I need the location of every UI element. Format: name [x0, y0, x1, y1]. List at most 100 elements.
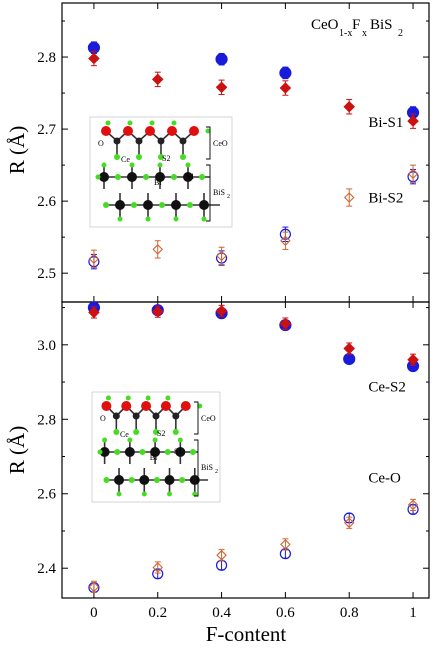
series-bi-s1-circle-filled — [87, 41, 420, 119]
x-tick-label: 0.8 — [340, 605, 359, 621]
sulfur-atom — [133, 429, 140, 435]
data-point — [88, 253, 100, 265]
sulfur-atom — [136, 154, 142, 160]
data-point — [216, 250, 227, 262]
sulfur-atom — [127, 437, 133, 443]
cerium-label: Ce — [120, 430, 129, 439]
y-tick-label: 2.4 — [37, 561, 56, 577]
bis2-bracket — [206, 164, 211, 222]
bismuth-atom — [183, 172, 193, 182]
bis2-bracket — [194, 439, 199, 497]
bismuth-atom — [150, 447, 161, 457]
bismuth-atom — [175, 447, 186, 457]
data-point — [216, 549, 227, 561]
sulfur-atom — [187, 202, 193, 208]
y-tick-label: 3.0 — [37, 338, 56, 354]
data-point — [151, 305, 164, 318]
chart-title: CeO 1-x F x BiS 2 — [311, 17, 403, 39]
oxygen-atom — [141, 401, 152, 411]
ceo-bracket — [206, 126, 211, 160]
svg-text:x: x — [362, 28, 367, 39]
data-point — [215, 53, 228, 66]
top-panel-marks — [87, 41, 420, 270]
sulfur-atom — [153, 429, 159, 435]
sulfur-atom — [115, 174, 121, 180]
sulfur-atom — [159, 202, 165, 208]
svg-text:1-x: 1-x — [339, 28, 352, 39]
data-point — [343, 192, 355, 203]
sulfur-atom — [157, 162, 163, 168]
series-ce-s2-diamond-filled — [88, 304, 419, 366]
data-point — [279, 66, 292, 79]
data-point — [151, 73, 164, 86]
sulfur-atom — [131, 202, 137, 208]
s2-label: S2 — [162, 154, 170, 163]
bismuth-atom — [139, 475, 150, 485]
data-point — [215, 81, 228, 94]
bismuth-atom — [171, 200, 181, 210]
data-point — [88, 306, 100, 319]
x-tick-label: 0.6 — [276, 605, 295, 621]
sulfur-atom — [114, 449, 121, 455]
data-point — [215, 305, 228, 317]
bismuth-atom — [99, 172, 109, 182]
y-tick-label: 2.6 — [37, 194, 56, 210]
svg-text:BiS: BiS — [370, 17, 393, 33]
sulfur-atom — [173, 216, 179, 222]
data-point — [407, 353, 419, 366]
oxygen-atom — [160, 401, 171, 411]
sulfur-atom — [101, 162, 107, 168]
sulfur-atom — [171, 120, 177, 126]
annotation-bi-s2: Bi-S2 — [368, 191, 403, 207]
bis2-layer-label-subscript: 2 — [227, 194, 230, 200]
bismuth-atom — [115, 200, 125, 210]
cerium-atom — [172, 412, 180, 420]
oxygen-label: O — [98, 139, 104, 148]
sulfur-atom — [201, 216, 207, 222]
data-point — [407, 499, 419, 511]
sulfur-atom — [177, 437, 183, 443]
crystal-structure-inset-bottom: CeO BiS 2 O Ce Bi S1 S2 — [91, 391, 221, 503]
cerium-atom — [113, 137, 121, 145]
data-point — [343, 342, 355, 355]
series-ce-o-circle-open — [88, 503, 419, 594]
data-point — [343, 100, 355, 113]
s1-label: S1 — [174, 447, 182, 456]
sulfur-atom — [152, 437, 158, 443]
data-point — [152, 562, 164, 573]
data-point — [88, 581, 100, 593]
top-panel-ticks: 2.5 2.6 2.7 2.8 — [37, 20, 429, 282]
data-point — [343, 352, 356, 366]
sulfur-atom — [116, 491, 122, 497]
y-tick-label: 2.6 — [37, 487, 56, 503]
x-tick-label: 0.4 — [212, 605, 231, 621]
sulfur-atom — [172, 429, 179, 435]
sulfur-atom — [143, 174, 149, 180]
sulfur-atom — [114, 154, 120, 160]
cerium-atom — [132, 412, 140, 420]
sulfur-atom — [145, 216, 151, 222]
top-y-axis-label: R (Å) — [5, 126, 29, 174]
sulfur-atom — [127, 120, 133, 126]
s2-label: S2 — [157, 429, 165, 438]
series-bi-s1-diamond-filled — [88, 50, 419, 129]
ceo-bracket — [194, 401, 199, 435]
x-axis-label: F-content — [206, 622, 287, 646]
bottom-panel-ticks: 2.4 2.6 2.8 3.0 — [37, 307, 429, 577]
sulfur-atom — [205, 128, 211, 134]
annotation-bi-s1: Bi-S1 — [368, 115, 403, 131]
sulfur-atom — [113, 429, 120, 435]
oxygen-atom — [101, 126, 111, 136]
series-ce-s2-circle-filled — [87, 301, 420, 373]
sulfur-atom — [171, 174, 177, 180]
bismuth-label: Bi — [154, 178, 162, 187]
annotation-ce-s2: Ce-S2 — [368, 379, 406, 395]
y-tick-label: 2.7 — [37, 122, 56, 138]
cerium-atom — [179, 137, 187, 145]
x-tick-label: 1 — [409, 605, 417, 621]
sulfur-atom — [139, 449, 146, 455]
inset-frame — [91, 391, 221, 503]
x-tick-label: 0.2 — [148, 605, 167, 621]
sulfur-atom — [129, 162, 135, 168]
data-point — [152, 244, 164, 255]
